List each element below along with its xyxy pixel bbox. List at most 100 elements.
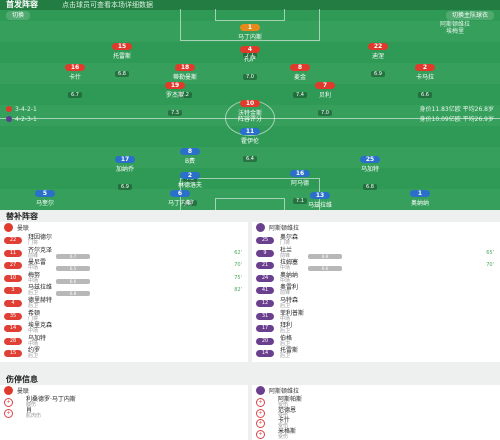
player-marker[interactable]: 16 阿马德 7.1: [273, 160, 327, 206]
sub-player-row[interactable]: 21 拉姆塞 中场 6.6 70': [254, 259, 498, 272]
sub-player-rating: 6.6: [56, 278, 90, 284]
injury-row[interactable]: + 阿斯帕斯 受伤: [256, 397, 496, 408]
team-logo-icon: [256, 386, 265, 395]
sub-player-row[interactable]: 15 约罗 后卫: [2, 347, 246, 360]
player-rating: 7.0: [318, 110, 332, 116]
player-name: 马兹拉维: [307, 202, 332, 209]
player-marker[interactable]: 6马丁内斯7.0: [153, 180, 207, 210]
sub-player-rating: 6.9: [308, 253, 342, 259]
sub-player-position: 中场: [280, 315, 291, 322]
injury-row[interactable]: + 卡什 受伤: [256, 418, 496, 429]
player-name: 沃特金斯: [237, 110, 262, 117]
player-rating: 7.2: [178, 92, 192, 98]
player-name: 奥纳纳: [410, 200, 429, 207]
player-marker[interactable]: 11 霍伊伦 6.4: [223, 118, 277, 164]
player-marker[interactable]: 4 孔萨 7.0: [223, 36, 277, 82]
player-marker[interactable]: 2 林德洛夫 6.7: [163, 162, 217, 208]
sub-player-name: 奥纳纳: [280, 271, 299, 279]
sub-player-row[interactable]: 22 拜因德尔 门将: [2, 234, 246, 247]
injury-icon: +: [256, 429, 265, 439]
player-name: 麦金: [293, 74, 306, 81]
sub-player-row[interactable]: 10 梅努 中场 6.6 75': [2, 272, 246, 285]
player-marker[interactable]: 7 贝利 7.0: [298, 72, 352, 118]
sub-player-row[interactable]: 31 菲利普斯 中场: [254, 310, 498, 323]
player-marker[interactable]: 16 卡什 6.7: [48, 54, 102, 100]
sub-player-row[interactable]: 3 马兹拉维 后卫 6.8 82': [2, 284, 246, 297]
team-logo-icon: [4, 223, 13, 232]
sub-player-row[interactable]: 20 伯格 后卫: [254, 335, 498, 348]
sub-player-position: 中场: [28, 277, 39, 284]
player-marker[interactable]: 13马兹拉维6.6: [293, 182, 347, 210]
sub-player-row[interactable]: 12 马特森 后卫: [254, 297, 498, 310]
player-number-badge: 5: [35, 190, 55, 197]
sub-player-row[interactable]: 11 齐尔克泽 前锋 6.7 62': [2, 247, 246, 260]
player-number-badge: 16: [290, 170, 310, 177]
player-rating: 7.5: [183, 176, 197, 182]
player-number-badge: 10: [240, 100, 260, 107]
sub-player-row[interactable]: 28 乌加特 中场: [2, 335, 246, 348]
sub-player-row[interactable]: 27 曼尼雷 中场 6.5 70': [2, 259, 246, 272]
injury-reason: 受伤: [278, 412, 289, 419]
sub-player-name: 拉姆塞: [280, 259, 299, 267]
sub-on-time: 82': [234, 287, 242, 294]
away-kit-toggle[interactable]: 切换主队球衣: [445, 11, 494, 20]
player-marker[interactable]: 8 B费 7.5: [163, 138, 217, 184]
sub-player-rating: 6.8: [56, 291, 90, 297]
injury-row[interactable]: + 米格斯 受伤: [256, 428, 496, 440]
player-marker[interactable]: 18 蒂勒曼斯 7.2: [158, 54, 212, 100]
player-name: 林德洛夫: [177, 182, 202, 189]
player-number-badge: 1: [410, 190, 430, 197]
player-marker[interactable]: 1 马丁内斯 7.1: [223, 14, 277, 60]
sub-player-row[interactable]: 41 奥雷利 前锋: [254, 284, 498, 297]
player-number-badge: 16: [65, 64, 85, 71]
sub-player-row[interactable]: 14 埃里克森 中场: [2, 322, 246, 335]
player-marker[interactable]: 1奥纳纳7.2: [393, 180, 447, 210]
player-marker[interactable]: 8 麦金 7.4: [273, 54, 327, 100]
sub-player-row[interactable]: 25 奥尔森 门将: [254, 234, 498, 247]
sub-player-row[interactable]: 35 希顿 门将: [2, 310, 246, 323]
player-rating: 7.4: [293, 92, 307, 98]
player-number-badge: 25: [360, 156, 380, 163]
sub-player-position: 前锋: [280, 290, 291, 297]
team-logo-icon: [4, 386, 13, 395]
player-marker[interactable]: 25 乌加特 6.8: [343, 146, 397, 192]
player-rating: 7.1: [243, 52, 257, 58]
sub-player-row[interactable]: 24 奥纳纳 中场: [254, 272, 498, 285]
sub-player-rating: 6.7: [56, 253, 90, 259]
sub-player-position: 后卫: [28, 353, 39, 360]
sub-player-row[interactable]: 17 拜利 后卫: [254, 322, 498, 335]
injury-row[interactable]: + 范德恩 受伤: [256, 407, 496, 419]
player-marker[interactable]: 17 加纳乔 6.9: [98, 146, 152, 192]
player-marker[interactable]: 19 罗杰斯 7.3: [148, 72, 202, 118]
sub-player-row[interactable]: 4 德里赫特 后卫: [2, 297, 246, 310]
sub-number-badge: 11: [4, 249, 22, 257]
sub-number-badge: 41: [256, 287, 274, 295]
injury-reason: 受伤: [278, 433, 289, 440]
sub-player-position: 中场: [280, 265, 291, 272]
sub-player-position: 前锋: [280, 252, 291, 259]
player-rating: 7.3: [168, 110, 182, 116]
player-marker[interactable]: 2 卡马拉 6.6: [398, 54, 452, 100]
player-rating: 6.4: [243, 156, 257, 162]
player-marker[interactable]: 15 托雷斯 6.8: [95, 33, 149, 79]
injury-row[interactable]: + 肖肌肉伤: [4, 407, 244, 419]
injured-player-name: 利桑德罗·马丁内斯: [26, 396, 76, 403]
sub-player-name: 梅努: [28, 271, 41, 279]
player-marker[interactable]: 22 迪涅 6.9: [351, 33, 405, 79]
player-number-badge: 6: [170, 190, 190, 197]
player-name: 马奎尔: [35, 200, 54, 207]
team-logo-icon: [256, 223, 265, 232]
sub-player-row[interactable]: 14 托雷斯 后卫: [254, 347, 498, 360]
sub-player-position: 中场: [280, 277, 291, 284]
home-kit-toggle[interactable]: 切换: [6, 11, 31, 20]
player-name: 蒂勒曼斯: [172, 74, 197, 81]
player-rating: 6.8: [115, 71, 129, 77]
player-number-badge: 11: [240, 128, 260, 135]
player-number-badge: 2: [180, 172, 200, 179]
injury-row[interactable]: + 利桑德罗·马丁内斯 膝伤: [4, 397, 244, 408]
sub-player-rating: 6.6: [308, 266, 342, 272]
injury-reason: 受伤: [278, 423, 289, 429]
sub-player-row[interactable]: 9 杜兰 前锋 6.9 65': [254, 247, 498, 260]
player-name: 贝利: [318, 92, 331, 99]
